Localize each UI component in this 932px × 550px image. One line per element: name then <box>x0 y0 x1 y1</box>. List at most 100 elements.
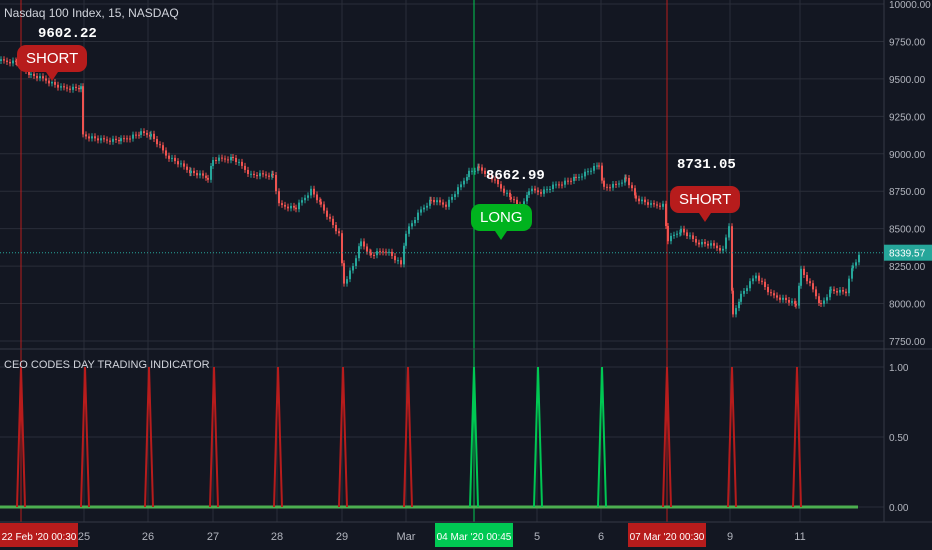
candle-body <box>138 134 140 136</box>
signal-bubble-short-2[interactable]: SHORT <box>670 186 741 222</box>
indicator-tick-label[interactable]: 1.00 <box>889 363 909 374</box>
time-tick-label[interactable]: Mar <box>397 531 416 543</box>
candle-body <box>94 136 96 139</box>
indicator-spike-short <box>403 366 413 508</box>
price-tick-label[interactable]: 9500.00 <box>889 75 926 86</box>
candle-body <box>405 233 407 246</box>
candle-body <box>394 256 396 261</box>
candle-body <box>641 199 643 202</box>
candle-body <box>833 289 835 291</box>
price-candles[interactable] <box>0 56 860 318</box>
candle-body <box>388 251 390 253</box>
time-highlight-tag: 22 Feb '20 00:30 <box>0 523 78 547</box>
candle-body <box>66 87 68 89</box>
indicator-plot[interactable] <box>0 366 858 509</box>
indicator-spike-long <box>533 366 543 508</box>
time-tick-label[interactable]: 9 <box>727 531 733 543</box>
time-tick-label[interactable]: 25 <box>78 531 90 543</box>
candle-body <box>241 161 243 166</box>
candle-body <box>210 166 212 180</box>
price-tick-label[interactable]: 8000.00 <box>889 300 926 311</box>
candle-body <box>171 157 173 159</box>
indicator-tick-label[interactable]: 0.50 <box>889 433 909 444</box>
candle-body <box>183 163 185 167</box>
candle-body <box>373 255 375 256</box>
candle-body <box>6 60 8 62</box>
candle-body <box>468 170 470 178</box>
time-tick-label[interactable]: 28 <box>271 531 283 543</box>
candle-body <box>603 180 605 187</box>
candle-body <box>829 289 831 298</box>
candle-body <box>295 207 297 210</box>
signal-bubble-long[interactable]: LONG <box>471 204 532 240</box>
candle-body <box>120 138 122 142</box>
candle-body <box>647 202 649 205</box>
indicator-spike-short <box>727 366 737 508</box>
candle-body <box>272 173 274 175</box>
time-tick-label[interactable]: 11 <box>794 531 805 543</box>
candle-body <box>686 232 688 236</box>
price-tick-label[interactable]: 8500.00 <box>889 225 926 236</box>
time-tick-label[interactable]: 26 <box>142 531 154 543</box>
candle-body <box>679 232 681 234</box>
candle-body <box>478 166 480 168</box>
candle-body <box>738 301 740 309</box>
candle-body <box>798 285 800 306</box>
price-tick-label[interactable]: 9750.00 <box>889 37 926 48</box>
time-tick-label[interactable]: 6 <box>598 531 604 543</box>
time-tick-label[interactable]: 5 <box>534 531 540 543</box>
candle-body <box>575 176 577 178</box>
candle-body <box>301 200 303 203</box>
candle-body <box>88 136 90 139</box>
candle-body <box>445 204 447 207</box>
price-tick-label[interactable]: 7750.00 <box>889 337 926 348</box>
time-tick-label[interactable]: 27 <box>207 531 219 543</box>
signal-bubble-short-1[interactable]: SHORT <box>17 45 88 81</box>
candle-body <box>143 131 145 133</box>
candle-body <box>346 279 348 284</box>
candle-body <box>227 159 229 161</box>
candle-body <box>770 292 772 294</box>
price-tick-label[interactable]: 8750.00 <box>889 187 926 198</box>
indicator-tick-label[interactable]: 0.00 <box>889 503 909 514</box>
candle-body <box>506 192 508 194</box>
candle-body <box>33 73 35 76</box>
candle-body <box>332 218 334 225</box>
candle-body <box>215 160 217 161</box>
candle-body <box>199 173 201 176</box>
indicator-spike-short <box>80 366 90 508</box>
price-tick-label[interactable]: 10000.00 <box>889 0 931 11</box>
candle-body <box>275 175 277 192</box>
candle-body <box>764 281 766 287</box>
candle-body <box>162 145 164 151</box>
candle-body <box>54 82 56 85</box>
candle-body <box>578 176 580 178</box>
indicator-spike-long <box>469 366 479 508</box>
candle-body <box>118 140 120 142</box>
candle-body <box>3 59 5 61</box>
price-tick-label[interactable]: 9250.00 <box>889 112 926 123</box>
candle-body <box>845 291 847 294</box>
candle-body <box>537 190 539 193</box>
candle-body <box>513 199 515 201</box>
candle-body <box>363 241 365 247</box>
price-tick-label[interactable]: 9000.00 <box>889 150 926 161</box>
candle-body <box>150 133 152 137</box>
candle-body <box>546 189 548 191</box>
time-tick-label[interactable]: 29 <box>336 531 348 543</box>
price-axis-ticks[interactable]: 10000.00 9750.00 9500.00 9250.00 9000.00 8750… <box>889 0 931 348</box>
candle-body <box>707 243 709 246</box>
candle-body <box>433 200 435 203</box>
candle-body <box>767 287 769 293</box>
candle-body <box>287 206 289 209</box>
candle-body <box>430 199 432 201</box>
candle-body <box>109 140 111 142</box>
price-tick-label[interactable]: 8250.00 <box>889 262 926 273</box>
candle-body <box>366 246 368 252</box>
candle-body <box>704 242 706 244</box>
time-axis-ticks[interactable]: 25 26 27 28 29 Mar 5 6 9 11 <box>78 531 806 543</box>
indicator-axis-ticks[interactable]: 1.00 0.50 0.00 <box>889 363 909 514</box>
candle-body <box>855 262 857 266</box>
